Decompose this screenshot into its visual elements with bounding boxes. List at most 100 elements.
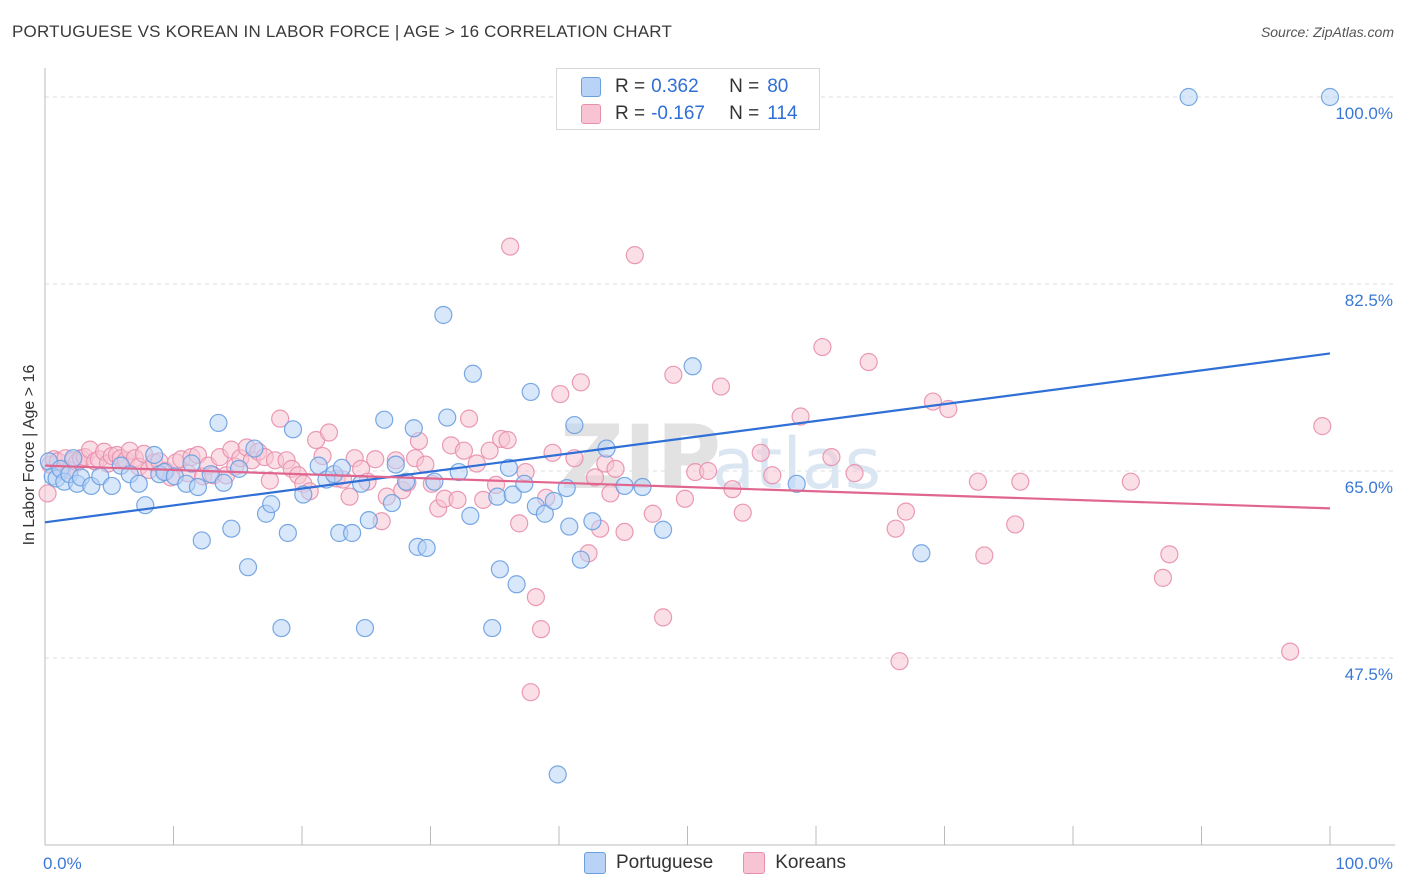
portuguese-point [294, 485, 313, 504]
portuguese-point [499, 458, 518, 477]
portuguese-point [192, 531, 211, 550]
portuguese-point [359, 511, 378, 530]
portuguese-point [560, 517, 579, 536]
y-axis-title: In Labor Force | Age > 16 [21, 365, 38, 546]
korean-point [38, 484, 57, 503]
portuguese-point [136, 496, 155, 515]
korean-point [526, 587, 545, 607]
portuguese-point [434, 305, 453, 325]
portuguese-point [182, 454, 201, 473]
portuguese-point [386, 455, 405, 474]
korean-trend-line [44, 464, 1331, 510]
korean-point [890, 652, 909, 671]
y-tick-label: 47.5% [1345, 665, 1393, 684]
korean-point [319, 423, 339, 442]
korean-point [698, 461, 718, 481]
korean-point [501, 237, 520, 256]
korean-point [459, 409, 479, 428]
portuguese-point [461, 506, 480, 525]
legend-label-portuguese: Portuguese [616, 852, 714, 873]
korean-point [543, 443, 562, 462]
korean-point [886, 519, 905, 538]
korean-point [1121, 472, 1140, 491]
korean-point [813, 337, 832, 357]
portuguese-point [188, 477, 208, 497]
korean-point [551, 384, 570, 404]
portuguese-point [490, 560, 509, 579]
portuguese-point [229, 459, 249, 478]
legend-item-koreans: Koreans [743, 852, 846, 874]
legend-r-value: 0.362 [651, 76, 699, 97]
korean-point [733, 503, 752, 522]
korean-point [510, 514, 529, 533]
axis-labels: In Labor Force | Age > 16 47.5% 65.0% 82.5… [21, 104, 1393, 873]
korean-point [896, 502, 916, 521]
portuguese-point [425, 472, 444, 491]
korean-point [571, 373, 590, 392]
portuguese-point [278, 523, 297, 543]
portuguese-point [355, 618, 375, 638]
korean-point [822, 448, 841, 467]
portuguese-point [565, 415, 584, 435]
korean-point [1011, 472, 1030, 491]
portuguese-point [262, 495, 281, 514]
portuguese-point [488, 487, 507, 506]
portuguese-point [912, 544, 931, 563]
legend-n-label: N = [729, 76, 760, 97]
portuguese-point [238, 558, 258, 577]
legend-swatch-pink [743, 852, 766, 874]
portuguese-point [571, 550, 590, 569]
korean-point [625, 246, 644, 265]
portuguese-point [544, 491, 563, 511]
portuguese-point [417, 538, 436, 558]
legend-swatch-blue [584, 852, 606, 874]
portuguese-point [787, 474, 806, 493]
legend-r-value: -0.167 [651, 103, 705, 124]
korean-point [521, 683, 540, 702]
portuguese-point [64, 449, 83, 468]
korean-point [643, 504, 662, 523]
korean-point [763, 466, 782, 485]
legend-r-label: R = [615, 103, 646, 124]
y-tick-label: 65.0% [1345, 478, 1393, 497]
korean-point [260, 471, 279, 490]
legend-r-label: R = [615, 76, 646, 97]
korean-point [480, 441, 499, 460]
korean-point [585, 468, 605, 487]
portuguese-point [245, 439, 264, 458]
korean-point [1160, 545, 1179, 564]
chart-title: PORTUGUESE VS KOREAN IN LABOR FORCE | AG… [12, 22, 673, 41]
korean-point [448, 490, 467, 509]
legend-swatch-blue [581, 77, 601, 97]
korean-point [498, 430, 517, 450]
portuguese-point [283, 420, 303, 439]
portuguese-point [683, 357, 702, 376]
legend-n-value: 114 [767, 103, 798, 124]
portuguese-point [463, 364, 483, 383]
portuguese-point [102, 476, 121, 496]
legend-n-value: 80 [767, 76, 789, 97]
series-legend: Portuguese Koreans [584, 852, 876, 874]
portuguese-point [483, 618, 502, 638]
korean-point [366, 450, 385, 469]
portuguese-point [515, 474, 534, 493]
trend-lines [44, 352, 1331, 524]
portuguese-point [129, 474, 148, 493]
portuguese-point [382, 493, 402, 513]
korean-point [751, 443, 770, 462]
portuguese-point [1320, 87, 1340, 107]
korean-point [271, 409, 290, 428]
portuguese-point [548, 765, 567, 784]
portuguese-point [583, 512, 602, 531]
korean-point [615, 522, 634, 542]
korean-point [1006, 515, 1025, 534]
portuguese-point [145, 445, 164, 465]
portuguese-trend-line [44, 352, 1331, 524]
portuguese-point [375, 410, 394, 429]
source-label: Source: ZipAtlas.com [1260, 24, 1394, 40]
x-tick-label: 0.0% [43, 854, 82, 873]
korean-point [968, 472, 988, 491]
korean-point [845, 464, 864, 483]
korean-point [675, 489, 695, 508]
